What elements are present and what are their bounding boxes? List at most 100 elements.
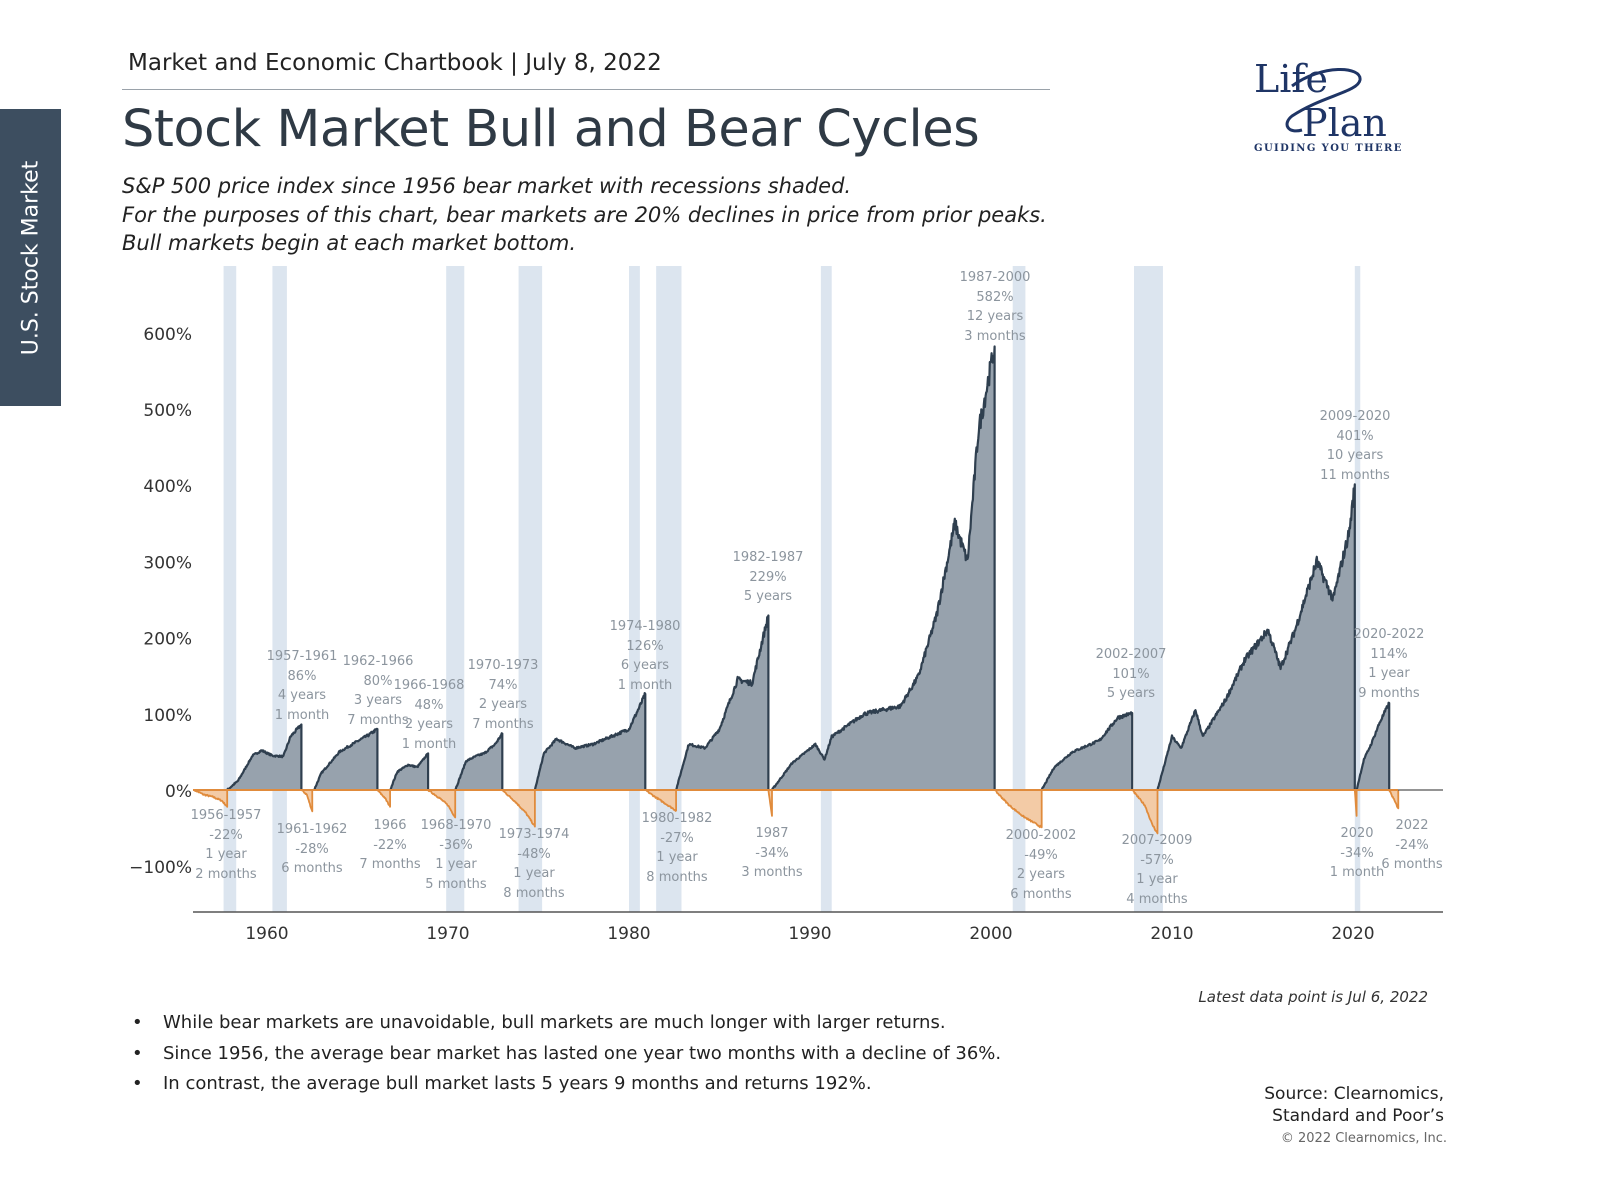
x-tick-label: 2000 bbox=[969, 924, 1012, 944]
bear-market-line bbox=[501, 789, 536, 828]
bear-market-line bbox=[427, 789, 457, 819]
bear-market-line bbox=[300, 789, 314, 813]
bear-market-area bbox=[994, 790, 1042, 828]
bear-market-line bbox=[1131, 789, 1159, 835]
bear-market-line bbox=[994, 789, 1043, 829]
annotation-bull-1987: 1987-2000 582% 12 years 3 months bbox=[959, 270, 1031, 344]
key-point: Since 1956, the average bear market has … bbox=[132, 1039, 1001, 1070]
annotation-bear-2007: 2007-2009 -57% 1 year 4 months bbox=[1121, 833, 1193, 907]
bull-market-area bbox=[314, 728, 378, 790]
annotation-bear-1966: 1966 -22% 7 months bbox=[359, 818, 421, 873]
bull-market-line bbox=[454, 732, 504, 791]
section-tab: U.S. Stock Market bbox=[0, 109, 61, 406]
bull-market-area bbox=[1041, 712, 1133, 790]
y-tick-label: 500% bbox=[143, 401, 192, 421]
logo-swoosh-icon bbox=[1285, 68, 1362, 133]
bull-market-area bbox=[534, 693, 646, 790]
key-points-list: While bear markets are unavoidable, bull… bbox=[132, 1008, 1001, 1100]
bull-market-area bbox=[771, 346, 995, 790]
recession-band bbox=[1012, 266, 1026, 912]
logo-word-life: Life bbox=[1254, 57, 1328, 101]
annotation-bear-2022: 2022 -24% 6 months bbox=[1381, 818, 1443, 873]
recession-band bbox=[446, 266, 465, 912]
x-tick-label: 1970 bbox=[426, 924, 469, 944]
annotation-bull-2020: 2020-2022 114% 1 year 9 months bbox=[1353, 627, 1425, 701]
y-tick-label: 200% bbox=[143, 630, 192, 650]
bear-market-area bbox=[502, 790, 535, 827]
y-tick-label: 0% bbox=[165, 782, 192, 802]
x-tick-label: 1960 bbox=[245, 924, 288, 944]
annotation-bear-1956: 1956-1957 -22% 1 year 2 months bbox=[190, 808, 262, 882]
recession-band bbox=[223, 266, 237, 912]
annotation-bear-1980: 1980-1982 -27% 1 year 8 months bbox=[641, 811, 713, 885]
annotation-bear-2020: 2020 -34% 1 month bbox=[1329, 826, 1385, 881]
bull-market-area bbox=[1157, 484, 1355, 790]
lifeplan-logo: Life Plan GUIDING YOU THERE bbox=[1254, 57, 1403, 154]
annotation-bull-1974: 1974-1980 126% 6 years 1 month bbox=[609, 619, 681, 693]
bull-market-line bbox=[313, 727, 379, 791]
copyright: © 2022 Clearnomics, Inc. bbox=[1280, 1131, 1447, 1146]
bear-market-area bbox=[1132, 790, 1158, 834]
bull-market-area bbox=[676, 615, 769, 790]
annotation-bear-1973: 1973-1974 -48% 1 year 8 months bbox=[498, 827, 570, 901]
header-divider bbox=[122, 89, 1050, 90]
bear-market-line bbox=[376, 789, 392, 808]
bull-market-area bbox=[1356, 702, 1390, 790]
x-tick-label: 2020 bbox=[1331, 924, 1374, 944]
axes: 1960 1970 1980 1990 2000 2010 2020 −100% 0% 100% 2… bbox=[129, 325, 1443, 944]
page-title: Stock Market Bull and Bear Cycles bbox=[122, 100, 980, 159]
source-note: Source: Clearnomics, Standard and Poor’s bbox=[1264, 1084, 1444, 1126]
bull-market-line bbox=[389, 752, 430, 791]
recession-band bbox=[820, 266, 832, 912]
annotation-bull-1962: 1962-1966 80% 3 years 7 months bbox=[342, 654, 414, 728]
bull-market-line bbox=[1040, 711, 1134, 791]
annotation-bull-2002: 2002-2007 101% 5 years bbox=[1095, 647, 1167, 702]
x-tick-label: 2010 bbox=[1150, 924, 1193, 944]
annotation-bull-1966: 1966-1968 48% 2 years 1 month bbox=[393, 678, 465, 752]
key-point: In contrast, the average bull market las… bbox=[132, 1069, 1001, 1100]
bull-market-line bbox=[533, 691, 647, 791]
latest-data-note: Latest data point is Jul 6, 2022 bbox=[1198, 988, 1428, 1006]
bear-market-area bbox=[428, 790, 456, 818]
y-tick-label: 400% bbox=[143, 477, 192, 497]
logo-tagline: GUIDING YOU THERE bbox=[1254, 143, 1403, 154]
annotation-bear-2000: 2000-2002 -49% 2 years 6 months bbox=[1005, 828, 1077, 902]
recession-band bbox=[1354, 266, 1361, 912]
annotation-bull-1982: 1982-1987 229% 5 years bbox=[732, 550, 804, 605]
bull-market-area bbox=[390, 753, 429, 790]
chart-subtitle: S&P 500 price index since 1956 bear mark… bbox=[122, 174, 1047, 255]
bull-market-line bbox=[770, 345, 996, 791]
y-tick-label: 100% bbox=[143, 706, 192, 726]
bear-market-line bbox=[767, 789, 773, 817]
key-point: While bear markets are unavoidable, bull… bbox=[132, 1008, 1001, 1039]
annotation-bear-1968: 1968-1970 -36% 1 year 5 months bbox=[420, 818, 492, 892]
bear-market-line bbox=[1388, 789, 1400, 810]
logo-word-plan: Plan bbox=[1302, 101, 1387, 145]
x-tick-label: 1980 bbox=[607, 924, 650, 944]
y-tick-label: 600% bbox=[143, 325, 192, 345]
bull-market-area bbox=[227, 724, 302, 790]
bear-market-line bbox=[193, 789, 229, 808]
annotation-bear-1961: 1961-1962 -28% 6 months bbox=[276, 822, 348, 877]
recession-band bbox=[272, 266, 287, 912]
bear-market-line bbox=[645, 788, 677, 812]
annotation-bull-2009: 2009-2020 401% 10 years 11 months bbox=[1319, 409, 1391, 483]
chartbook-kicker: Market and Economic Chartbook | July 8, … bbox=[128, 50, 662, 76]
annotation-bull-1970: 1970-1973 74% 2 years 7 months bbox=[467, 658, 539, 732]
bull-market-line bbox=[1355, 701, 1391, 791]
annotation-bear-1987: 1987 -34% 3 months bbox=[741, 826, 803, 881]
bull-market-line bbox=[675, 614, 770, 791]
bear-market-area bbox=[377, 790, 391, 807]
bull-market-line bbox=[1156, 483, 1356, 791]
x-tick-label: 1990 bbox=[788, 924, 831, 944]
bear-market-line bbox=[1353, 789, 1358, 817]
recession-band bbox=[629, 266, 640, 912]
bull-market-line bbox=[226, 723, 303, 791]
y-tick-label: −100% bbox=[129, 858, 192, 878]
bear-market-area bbox=[1389, 790, 1399, 809]
cycle-areas bbox=[193, 345, 1400, 835]
recession-band bbox=[518, 266, 543, 912]
annotation-bull-1957: 1957-1961 86% 4 years 1 month bbox=[266, 649, 338, 723]
bear-market-area bbox=[301, 790, 313, 812]
